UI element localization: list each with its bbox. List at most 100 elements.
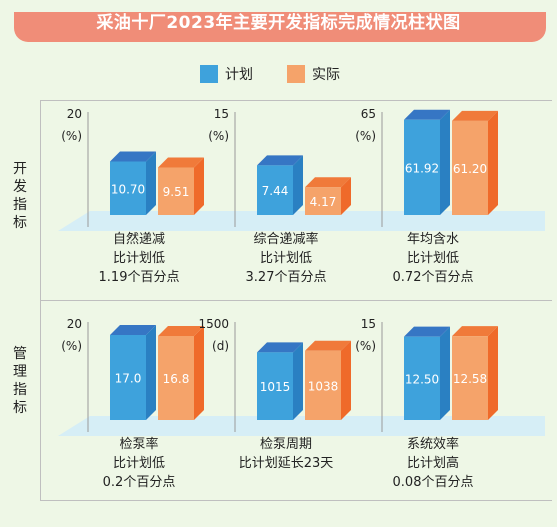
legend: 计划 实际: [200, 64, 340, 84]
caption-line: 0.72个百分点: [392, 270, 474, 285]
bar-top: [452, 110, 498, 121]
bar-top: [257, 155, 303, 166]
y-axis-max-label: 65: [361, 107, 376, 121]
bar-value-label: 4.17: [310, 195, 337, 209]
bar-actual: 16.8: [158, 326, 204, 420]
chart-title: 采油十厂2023年主要开发指标完成情况柱状图: [96, 13, 461, 33]
bar-side: [488, 326, 498, 420]
caption-line: 检泵率: [119, 437, 159, 452]
bar-front: [110, 335, 146, 420]
bar-side: [293, 342, 303, 420]
section-label-char: 指: [13, 382, 27, 398]
y-axis-max-label: 1500: [198, 317, 229, 331]
y-axis-max-label: 15: [361, 317, 376, 331]
caption-line: 年均含水: [406, 232, 459, 247]
legend-item-plan: 计划: [200, 64, 253, 84]
caption-line: 3.27个百分点: [245, 270, 327, 285]
bar-side: [341, 340, 351, 420]
y-axis-unit: (%): [355, 339, 376, 353]
bar-value-label: 61.20: [453, 162, 487, 176]
bar-side: [341, 177, 351, 215]
bar-front: [110, 161, 146, 215]
section-label-management: 管 理 指 标: [10, 345, 30, 417]
y-axis-max-label: 15: [214, 107, 229, 121]
section-divider: [40, 500, 552, 501]
bar-front: [305, 187, 341, 215]
section-label-char: 标: [13, 215, 27, 231]
section-label-char: 管: [13, 346, 27, 362]
y-axis-unit: (%): [61, 339, 82, 353]
bar-actual: 1038: [305, 340, 351, 420]
chart-caption: 年均含水比计划低 0.72个百分点: [358, 230, 508, 287]
section-label-development: 开 发 指 标: [10, 160, 30, 232]
bar-front: [257, 165, 293, 215]
caption-line: 比计划低: [112, 251, 165, 266]
section-label-char: 指: [13, 197, 27, 213]
floor-management: [58, 416, 545, 436]
caption-line: 系统效率: [406, 437, 459, 452]
caption-line: 综合递减率: [253, 232, 319, 247]
chart-caption: 检泵周期比计划延长23天: [211, 435, 361, 492]
caption-line: 比计划高: [406, 456, 459, 471]
bar-value-label: 61.92: [405, 161, 439, 175]
bar-value-label: 1015: [260, 380, 291, 394]
bar-front: [158, 167, 194, 215]
bar-actual: 9.51: [158, 157, 204, 215]
bar-side: [293, 155, 303, 215]
bar-side: [488, 110, 498, 215]
bar-value-label: 1038: [308, 379, 339, 393]
bar-front: [452, 336, 488, 420]
bar-actual: 4.17: [305, 177, 351, 215]
bar-side: [146, 325, 156, 420]
caption-line: 检泵周期: [259, 437, 312, 452]
bar-top: [158, 157, 204, 168]
y-axis-unit: (%): [355, 129, 376, 143]
caption-line: 自然递减: [112, 232, 165, 247]
legend-label-plan: 计划: [225, 67, 253, 83]
bar-plan: 10.70: [110, 151, 156, 215]
bar-value-label: 12.50: [405, 372, 439, 386]
bar-value-label: 16.8: [163, 372, 190, 386]
y-axis-unit: (d): [212, 339, 229, 353]
bar-plan: 12.50: [404, 326, 450, 420]
chart-caption: 自然递减比计划低 1.19个百分点: [64, 230, 214, 287]
legend-swatch-plan: [200, 65, 218, 83]
caption-line: 0.2个百分点: [102, 475, 176, 490]
bar-top: [110, 325, 156, 335]
bar-top: [305, 340, 351, 351]
y-axis-unit: (%): [61, 129, 82, 143]
caption-line: 比计划低: [406, 251, 459, 266]
bar-top: [305, 177, 351, 188]
legend-label-actual: 实际: [312, 67, 340, 83]
bar-plan: 61.92: [404, 109, 450, 215]
section-divider: [40, 300, 552, 301]
floor-development: [58, 211, 545, 231]
bar-value-label: 12.58: [453, 372, 487, 386]
caption-line: 比计划低: [112, 456, 165, 471]
bar-value-label: 7.44: [262, 184, 289, 198]
bar-actual: 61.20: [452, 110, 498, 215]
bar-front: [404, 336, 440, 420]
caption-line: [211, 473, 361, 492]
legend-swatch-actual: [287, 65, 305, 83]
bar-plan: 17.0: [110, 325, 156, 420]
bar-top: [158, 326, 204, 336]
bar-side: [440, 326, 450, 420]
bar-value-label: 17.0: [115, 372, 142, 386]
caption-line: 比计划低: [259, 251, 312, 266]
chart-caption: 系统效率比计划高 0.08个百分点: [358, 435, 508, 492]
caption-line: 比计划延长23天: [238, 456, 334, 471]
bar-top: [110, 151, 156, 162]
bar-top: [404, 109, 450, 120]
bar-top: [257, 342, 303, 353]
chart-caption: 检泵率比计划低 0.2个百分点: [64, 435, 214, 492]
bar-front: [305, 350, 341, 420]
bar-side: [146, 151, 156, 215]
title-banner: [0, 0, 557, 42]
section-label-char: 理: [13, 364, 27, 380]
bar-front: [452, 120, 488, 215]
caption-line: 1.19个百分点: [98, 270, 180, 285]
section-label-char: 发: [13, 179, 27, 195]
caption-line: 0.08个百分点: [392, 475, 474, 490]
